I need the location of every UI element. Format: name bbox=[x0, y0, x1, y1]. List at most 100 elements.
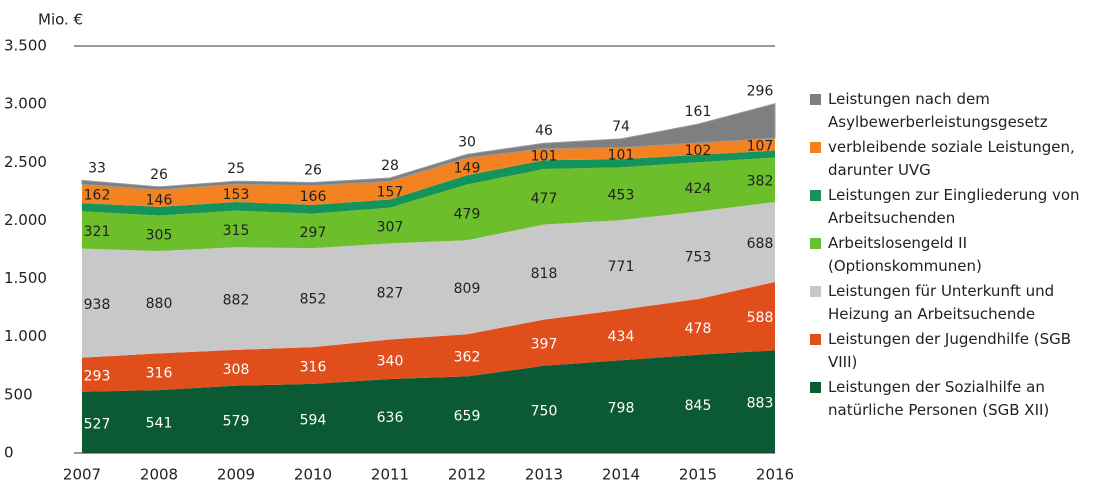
data-label: 424 bbox=[685, 181, 712, 197]
data-label: 818 bbox=[531, 266, 558, 282]
data-label: 478 bbox=[685, 321, 712, 337]
y-tick-label: 1.500 bbox=[4, 269, 47, 287]
data-label: 753 bbox=[685, 249, 712, 265]
legend-label: Leistungen der Jugendhilfe (SGB VIII) bbox=[828, 330, 1072, 371]
data-label: 434 bbox=[608, 329, 635, 345]
x-tick-label: 2016 bbox=[756, 466, 794, 484]
data-label: 541 bbox=[146, 416, 173, 432]
data-label: 845 bbox=[685, 398, 712, 414]
legend-item: Leistungen nach dem Asylbewerberleistung… bbox=[810, 88, 1100, 136]
data-label: 149 bbox=[454, 161, 481, 177]
data-label: 296 bbox=[747, 84, 774, 100]
legend-item: Leistungen zur Eingliederung von Arbeits… bbox=[810, 184, 1100, 232]
legend-label: Arbeitslosengeld II (Optionskommunen) bbox=[828, 234, 982, 275]
data-label: 74 bbox=[612, 119, 630, 135]
x-tick-label: 2013 bbox=[525, 466, 563, 484]
legend-swatch bbox=[810, 190, 821, 201]
legend-label: Leistungen für Unterkunft und Heizung an… bbox=[828, 282, 1055, 323]
data-label: 809 bbox=[454, 281, 481, 297]
x-tick-label: 2012 bbox=[448, 466, 486, 484]
legend-label: verbleibende soziale Leistungen, darunte… bbox=[828, 138, 1075, 179]
data-label: 588 bbox=[747, 310, 774, 326]
y-axis-label: Mio. € bbox=[38, 11, 83, 29]
data-label: 26 bbox=[150, 167, 168, 183]
data-label: 25 bbox=[227, 161, 245, 177]
legend: Leistungen nach dem Asylbewerberleistung… bbox=[810, 88, 1100, 424]
data-label: 161 bbox=[685, 104, 712, 120]
data-label: 315 bbox=[223, 223, 250, 239]
data-label: 30 bbox=[458, 134, 476, 150]
data-label: 307 bbox=[377, 219, 404, 235]
data-label: 579 bbox=[223, 413, 250, 429]
legend-item: Arbeitslosengeld II (Optionskommunen) bbox=[810, 232, 1100, 280]
data-label: 146 bbox=[146, 192, 173, 208]
legend-label: Leistungen der Sozialhilfe an natürliche… bbox=[828, 378, 1050, 419]
y-tick-label: 500 bbox=[4, 385, 33, 403]
area bbox=[82, 281, 775, 392]
data-label: 883 bbox=[747, 396, 774, 412]
data-label: 453 bbox=[608, 188, 635, 204]
area bbox=[82, 150, 775, 216]
data-label: 852 bbox=[300, 292, 327, 308]
data-label: 938 bbox=[84, 297, 111, 313]
legend-swatch bbox=[810, 238, 821, 249]
y-tick-label: 0 bbox=[4, 444, 14, 462]
y-tick-label: 1.000 bbox=[4, 327, 47, 345]
data-label: 594 bbox=[300, 412, 327, 428]
data-label: 397 bbox=[531, 337, 558, 353]
data-label: 477 bbox=[531, 191, 558, 207]
legend-item: Leistungen für Unterkunft und Heizung an… bbox=[810, 280, 1100, 328]
legend-swatch bbox=[810, 94, 821, 105]
area bbox=[82, 201, 775, 358]
legend-swatch bbox=[810, 382, 821, 393]
data-label: 316 bbox=[300, 360, 327, 376]
data-label: 750 bbox=[531, 403, 558, 419]
legend-item: Leistungen der Jugendhilfe (SGB VIII) bbox=[810, 328, 1100, 376]
x-tick-label: 2011 bbox=[371, 466, 409, 484]
data-label: 293 bbox=[84, 369, 111, 385]
legend-swatch bbox=[810, 286, 821, 297]
data-label: 316 bbox=[146, 366, 173, 382]
data-label: 321 bbox=[84, 224, 111, 240]
data-label: 479 bbox=[454, 206, 481, 222]
data-label: 688 bbox=[747, 236, 774, 252]
legend-swatch bbox=[810, 334, 821, 345]
data-label: 308 bbox=[223, 362, 250, 378]
data-label: 305 bbox=[146, 227, 173, 243]
data-label: 162 bbox=[84, 188, 111, 204]
data-label: 102 bbox=[685, 143, 712, 159]
data-label: 101 bbox=[531, 148, 558, 164]
data-label: 636 bbox=[377, 410, 404, 426]
data-label: 827 bbox=[377, 285, 404, 301]
data-label: 771 bbox=[608, 259, 635, 275]
data-label: 297 bbox=[300, 225, 327, 241]
data-label: 46 bbox=[535, 123, 553, 139]
data-label: 382 bbox=[747, 174, 774, 190]
legend-swatch bbox=[810, 142, 821, 153]
legend-item: verbleibende soziale Leistungen, darunte… bbox=[810, 136, 1100, 184]
data-label: 33 bbox=[88, 160, 106, 176]
y-tick-label: 3.500 bbox=[4, 37, 47, 55]
area bbox=[81, 103, 776, 191]
x-tick-label: 2014 bbox=[602, 466, 640, 484]
data-label: 798 bbox=[608, 401, 635, 417]
data-label: 166 bbox=[300, 189, 327, 205]
area bbox=[82, 157, 775, 252]
legend-item: Leistungen der Sozialhilfe an natürliche… bbox=[810, 376, 1100, 424]
data-label: 107 bbox=[747, 138, 774, 154]
area bbox=[82, 350, 775, 453]
legend-label: Leistungen nach dem Asylbewerberleistung… bbox=[828, 90, 1048, 131]
x-tick-label: 2009 bbox=[217, 466, 255, 484]
data-label: 153 bbox=[223, 187, 250, 203]
x-tick-label: 2007 bbox=[63, 466, 101, 484]
x-tick-label: 2010 bbox=[294, 466, 332, 484]
area bbox=[82, 138, 775, 207]
data-label: 340 bbox=[377, 353, 404, 369]
data-label: 882 bbox=[223, 293, 250, 309]
data-label: 527 bbox=[84, 416, 111, 432]
y-tick-label: 3.000 bbox=[4, 95, 47, 113]
data-label: 101 bbox=[608, 147, 635, 163]
data-label: 157 bbox=[377, 184, 404, 200]
